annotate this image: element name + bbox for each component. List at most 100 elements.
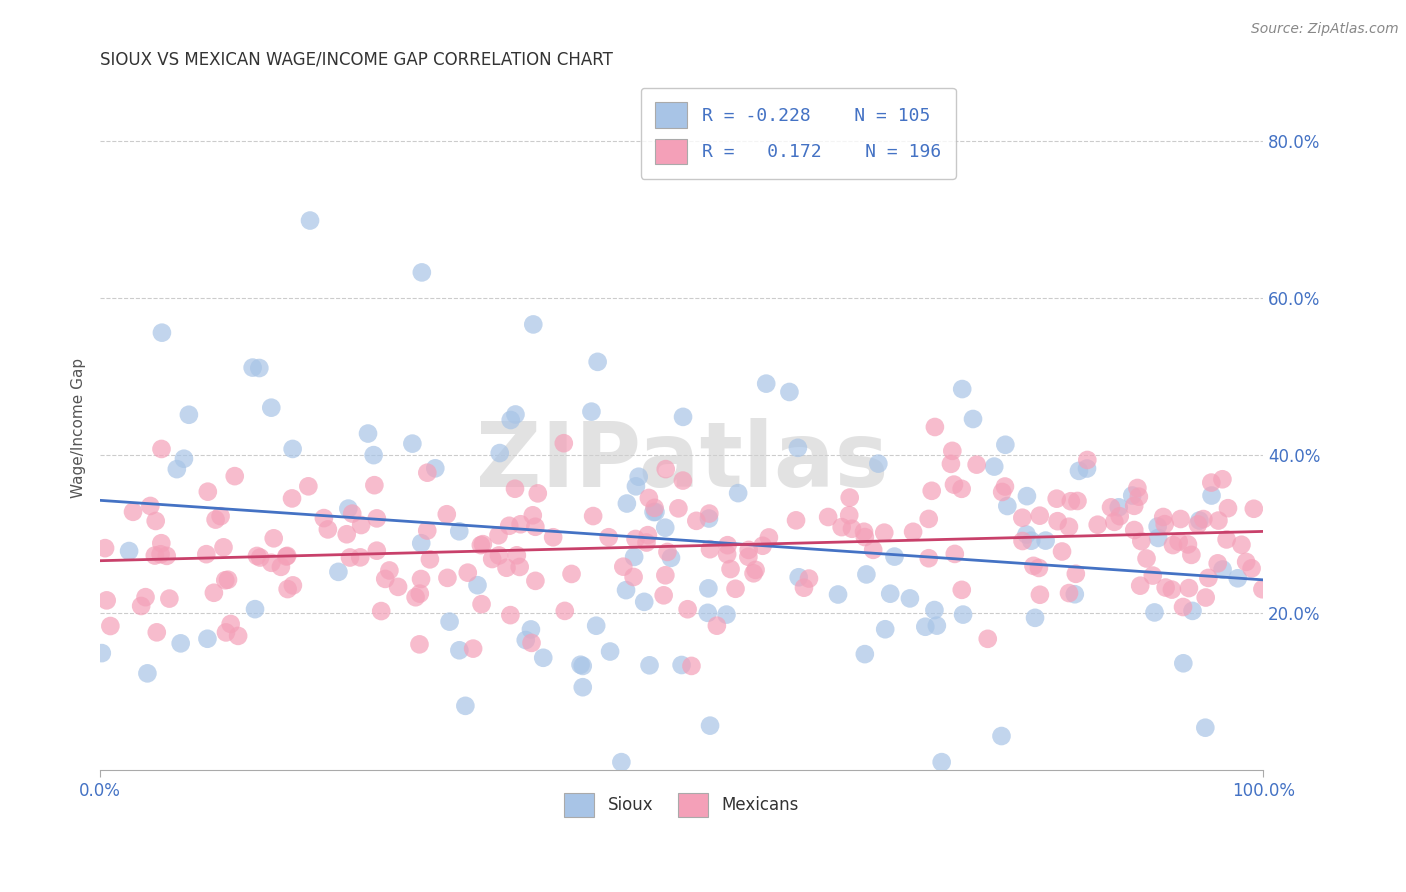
Point xyxy=(1170,512,1192,526)
Point xyxy=(716,538,738,552)
Point xyxy=(1067,464,1090,478)
Point xyxy=(742,566,765,581)
Point xyxy=(797,572,820,586)
Point xyxy=(697,511,720,525)
Point xyxy=(524,574,547,588)
Point xyxy=(924,603,946,617)
Point xyxy=(94,541,117,556)
Point xyxy=(966,458,988,472)
Point xyxy=(1211,472,1233,486)
Point xyxy=(1015,527,1038,541)
Point xyxy=(526,486,548,500)
Point xyxy=(1108,509,1130,524)
Point xyxy=(145,625,167,640)
Point xyxy=(509,560,531,574)
Point xyxy=(657,545,679,559)
Point xyxy=(416,466,439,480)
Point xyxy=(1057,586,1080,600)
Point xyxy=(336,527,359,541)
Point xyxy=(350,518,373,533)
Point xyxy=(990,729,1012,743)
Point xyxy=(633,595,655,609)
Point xyxy=(499,413,522,427)
Point xyxy=(1128,490,1150,504)
Point xyxy=(1057,520,1080,534)
Point xyxy=(470,538,492,552)
Point xyxy=(599,644,621,658)
Point xyxy=(316,522,339,536)
Point xyxy=(342,507,364,521)
Point xyxy=(1099,500,1122,515)
Point xyxy=(1066,494,1088,508)
Point xyxy=(411,536,433,550)
Point xyxy=(247,361,270,376)
Point xyxy=(868,457,890,471)
Point xyxy=(270,559,292,574)
Point xyxy=(1188,514,1211,528)
Point xyxy=(873,525,896,540)
Point xyxy=(569,657,592,672)
Point xyxy=(436,571,458,585)
Point xyxy=(463,641,485,656)
Point xyxy=(950,582,973,597)
Point xyxy=(571,659,593,673)
Point xyxy=(699,542,721,557)
Point xyxy=(697,507,720,521)
Point xyxy=(1152,510,1174,524)
Point xyxy=(1147,531,1170,545)
Point xyxy=(1076,453,1098,467)
Point xyxy=(299,213,322,227)
Text: SIOUX VS MEXICAN WAGE/INCOME GAP CORRELATION CHART: SIOUX VS MEXICAN WAGE/INCOME GAP CORRELA… xyxy=(100,51,613,69)
Point xyxy=(1108,500,1130,515)
Point xyxy=(627,469,650,483)
Point xyxy=(122,505,145,519)
Point xyxy=(1146,519,1168,533)
Point xyxy=(672,409,695,424)
Point xyxy=(281,442,304,456)
Point xyxy=(522,318,544,332)
Point xyxy=(898,591,921,606)
Point xyxy=(1167,534,1189,549)
Point xyxy=(524,520,547,534)
Point xyxy=(950,482,973,496)
Point xyxy=(498,518,520,533)
Point xyxy=(439,615,461,629)
Point xyxy=(831,520,853,534)
Point xyxy=(297,479,319,493)
Point xyxy=(1123,523,1146,537)
Point xyxy=(921,483,943,498)
Point xyxy=(853,647,876,661)
Point xyxy=(1154,581,1177,595)
Point xyxy=(1022,558,1045,573)
Point xyxy=(405,591,427,605)
Point xyxy=(671,658,693,673)
Point xyxy=(166,462,188,476)
Point xyxy=(737,543,759,558)
Point xyxy=(918,512,941,526)
Point xyxy=(136,666,159,681)
Point xyxy=(366,543,388,558)
Point xyxy=(941,443,963,458)
Point xyxy=(582,509,605,524)
Point xyxy=(879,587,901,601)
Point xyxy=(349,550,371,565)
Point xyxy=(914,620,936,634)
Point xyxy=(952,607,974,622)
Point xyxy=(436,508,458,522)
Point xyxy=(1050,544,1073,558)
Point xyxy=(1028,561,1050,575)
Point xyxy=(1060,494,1083,508)
Point xyxy=(509,517,531,532)
Point xyxy=(855,567,877,582)
Point xyxy=(195,547,218,561)
Point xyxy=(276,549,298,564)
Point xyxy=(1126,481,1149,495)
Point xyxy=(488,549,510,563)
Point xyxy=(1212,562,1234,576)
Point xyxy=(520,636,543,650)
Point xyxy=(449,643,471,657)
Point xyxy=(924,420,946,434)
Point xyxy=(197,632,219,646)
Point xyxy=(994,479,1017,493)
Point xyxy=(408,637,430,651)
